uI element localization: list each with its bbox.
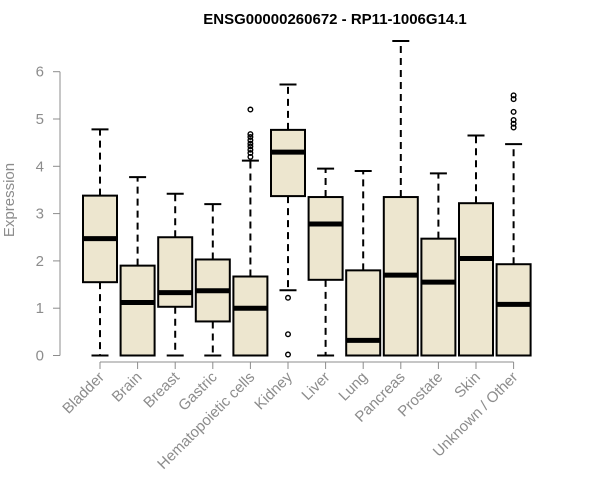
box-breast [157, 236, 194, 308]
outlier-point [510, 96, 517, 103]
outlier-point [510, 120, 517, 127]
outlier-point [510, 108, 517, 115]
outliers-group [247, 92, 517, 358]
box-kidney [270, 128, 306, 198]
outlier-point [510, 124, 517, 131]
x-tick-label: Skin [451, 369, 484, 402]
outlier-point [247, 106, 254, 113]
outlier-point [247, 131, 254, 138]
x-tick-label: Liver [298, 369, 333, 404]
outlier-point [510, 116, 517, 123]
outlier-point [247, 150, 254, 157]
outlier-point [285, 351, 292, 358]
y-axis: 0 1 2 3 4 5 6 [36, 64, 61, 365]
box-skin [458, 202, 494, 357]
y-tick-label: 4 [36, 158, 44, 175]
box-prostate [420, 237, 457, 357]
box-unknown-other [495, 263, 532, 357]
outlier-point [247, 133, 254, 140]
outlier-point [247, 146, 254, 153]
outlier-point [247, 153, 254, 160]
outlier-point [247, 137, 254, 144]
boxes-group [82, 128, 532, 357]
y-tick-label: 0 [36, 348, 44, 365]
outlier-point [247, 140, 254, 147]
y-tick-label: 6 [36, 64, 44, 81]
y-axis-label: Expression [1, 163, 18, 237]
whiskers-group [91, 39, 523, 357]
outlier-point [510, 92, 517, 99]
outlier-point [285, 294, 292, 301]
x-tick-label: Kidney [251, 368, 296, 413]
outlier-point [285, 331, 292, 338]
outlier-point [247, 143, 254, 150]
x-tick-label: Bladder [59, 369, 108, 418]
box-brain [119, 264, 156, 357]
box-hematopoietic-cells [232, 275, 269, 357]
y-tick-label: 1 [36, 300, 44, 317]
y-tick-label: 2 [36, 253, 44, 270]
chart-title: ENSG00000260672 - RP11-1006G14.1 [203, 11, 467, 28]
box-liver [307, 196, 344, 281]
y-tick-label: 5 [36, 111, 44, 128]
y-tick-label: 3 [36, 206, 44, 223]
